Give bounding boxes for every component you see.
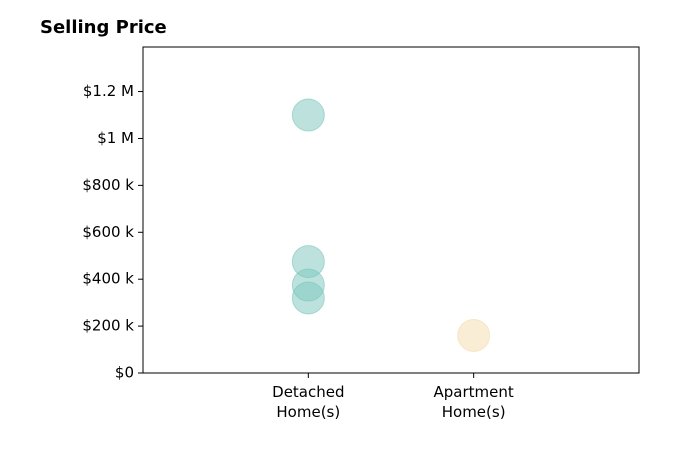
y-tick-label: $1.2 M	[83, 82, 134, 100]
point	[291, 98, 325, 132]
point	[291, 281, 325, 315]
y-tick-label: $800 k	[82, 176, 134, 194]
y-tick-label: $200 k	[82, 317, 134, 335]
point	[457, 318, 491, 352]
y-tick-label: $400 k	[82, 270, 134, 288]
y-tick-label: $0	[115, 364, 134, 382]
x-tick-label: Detached Home(s)	[272, 383, 345, 421]
plot-frame	[142, 46, 640, 374]
x-tick-label: Apartment Home(s)	[433, 383, 514, 421]
y-tick-label: $1 M	[97, 129, 134, 147]
chart-title: Selling Price	[40, 17, 167, 38]
y-tick-label: $600 k	[82, 223, 134, 241]
